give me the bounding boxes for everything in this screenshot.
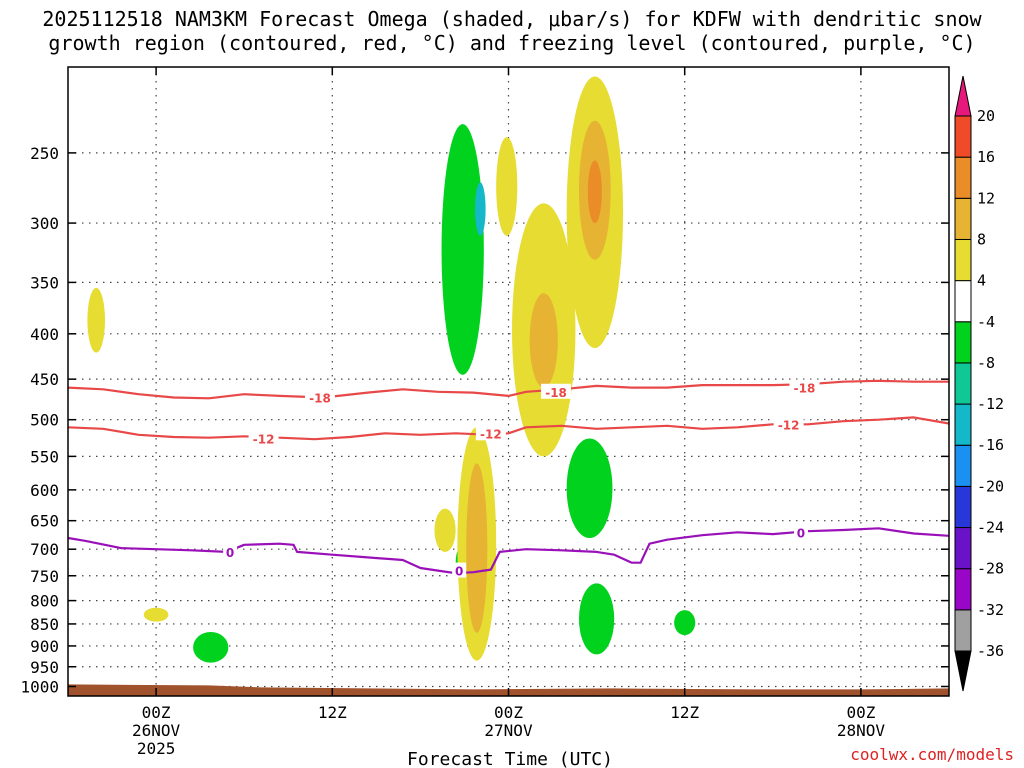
dgz-minus-12-label: -12 <box>253 432 275 446</box>
colorbar-bin <box>954 444 972 487</box>
omega-area <box>475 182 486 236</box>
colorbar-label: -12 <box>977 395 1004 413</box>
dgz-minus-12-label-bg <box>248 430 279 446</box>
freezing-level-label: 0 <box>797 526 805 540</box>
omega-area <box>143 607 169 622</box>
colorbar-bin <box>954 362 972 405</box>
freezing-level-label: 0 <box>226 546 234 560</box>
colorbar-label: 20 <box>977 107 995 125</box>
axes: 250 300 350 400 450 500 550 600 650 700 750 800 850 9… <box>20 66 950 758</box>
y-tick-label: 300 <box>30 214 59 233</box>
colorbar-bin <box>954 403 972 446</box>
dgz-minus-18-label: -18 <box>794 382 816 396</box>
colorbar-label: -16 <box>977 436 1004 454</box>
dgz-minus-12-label-bg <box>773 416 804 432</box>
omega-area <box>587 160 602 224</box>
credit-link[interactable]: coolwx.com/models <box>850 745 1014 764</box>
freezing-level-label-bg <box>793 524 808 540</box>
colorbar-label: -24 <box>977 519 1004 537</box>
dgz-minus-12-label-bg <box>475 425 506 441</box>
colorbar-below-arrow <box>954 650 972 692</box>
y-tick-label: 350 <box>30 273 59 292</box>
omega-area <box>578 583 615 655</box>
freezing-level-label-bg <box>223 543 238 559</box>
x-tick-date: 28NOV <box>837 721 886 740</box>
colorbar-bin <box>954 197 972 240</box>
colorbar-label: 8 <box>977 230 986 248</box>
colorbar-label: -20 <box>977 477 1004 495</box>
dgz-minus-18-label: -18 <box>545 386 567 400</box>
colorbar-label: 16 <box>977 148 995 166</box>
colorbar-label: 12 <box>977 189 995 207</box>
x-tick-label: 00Z <box>494 703 523 722</box>
dgz-minus-12-label: -12 <box>480 427 502 441</box>
omega-area <box>193 632 229 663</box>
y-tick-label: 750 <box>30 567 59 586</box>
colorbar-bin <box>954 115 972 158</box>
dgz-minus-12-label: -12 <box>778 418 800 432</box>
y-tick-label: 550 <box>30 447 59 466</box>
dgz-minus-18-label-bg <box>789 379 820 395</box>
y-tick-label: 450 <box>30 370 59 389</box>
colorbar-label: -4 <box>977 313 995 331</box>
y-tick-label: 900 <box>30 637 59 656</box>
y-tick-label: 250 <box>30 144 59 163</box>
y-tick-label: 800 <box>30 592 59 611</box>
colorbar-bin <box>954 280 972 323</box>
colorbar-above-arrow <box>954 75 972 117</box>
colorbar-label: -32 <box>977 601 1004 619</box>
x-tick-label: 12Z <box>670 703 699 722</box>
colorbar-bin <box>954 527 972 570</box>
colorbar-bin <box>954 568 972 611</box>
colorbar: -36 -32 -28 -24 -20 -16 -12 -8 -4 4 8 12 16 20 <box>954 75 1004 692</box>
dgz-minus-18-label-bg <box>541 383 572 399</box>
y-tick-label: 500 <box>30 411 59 430</box>
omega-area <box>674 610 696 636</box>
dgz-minus-18-label: -18 <box>309 392 331 406</box>
y-tick-label: 400 <box>30 325 59 344</box>
y-tick-label: 700 <box>30 540 59 559</box>
y-tick-label: 1000 <box>20 677 59 696</box>
plot-area: -18 -18 -18 -12 -12 -12 0 0 0 <box>68 67 949 696</box>
omega-area <box>496 137 518 236</box>
chart-title-line2: growth region (contoured, red, °C) and f… <box>48 31 976 55</box>
omega-area <box>87 287 106 353</box>
x-tick-label: 00Z <box>846 703 875 722</box>
x-tick-date: 26NOV <box>132 721 181 740</box>
x-tick-year: 2025 <box>137 739 176 758</box>
omega-area <box>434 508 456 552</box>
x-tick-date: 27NOV <box>484 721 533 740</box>
freezing-level-label-bg <box>452 562 467 578</box>
colorbar-bin <box>954 609 972 652</box>
x-axis-title: Forecast Time (UTC) <box>407 749 613 768</box>
omega-area <box>441 124 484 375</box>
colorbar-label: -36 <box>977 642 1004 660</box>
x-tick-label: 12Z <box>318 703 347 722</box>
y-tick-label: 950 <box>30 658 59 677</box>
freezing-level-contour <box>68 527 949 575</box>
y-tick-label: 850 <box>30 615 59 634</box>
colorbar-label: -8 <box>977 354 995 372</box>
colorbar-bin <box>954 156 972 199</box>
dgz-minus-18-label-bg <box>304 389 335 405</box>
colorbar-label: 4 <box>977 272 986 290</box>
y-tick-label: 650 <box>30 512 59 531</box>
colorbar-bin <box>954 238 972 282</box>
colorbar-label: -28 <box>977 560 1004 578</box>
chart-title-line1: 2025112518 NAM3KM Forecast Omega (shaded… <box>42 7 982 31</box>
dgz-minus-12-contour <box>68 416 949 441</box>
x-tick-label: 00Z <box>142 703 171 722</box>
colorbar-bin <box>954 321 972 364</box>
freezing-level-label: 0 <box>455 565 463 579</box>
omega-area <box>466 463 488 633</box>
y-tick-label: 600 <box>30 481 59 500</box>
colorbar-bin <box>954 485 972 529</box>
omega-area <box>566 438 613 539</box>
omega-area <box>529 293 558 388</box>
